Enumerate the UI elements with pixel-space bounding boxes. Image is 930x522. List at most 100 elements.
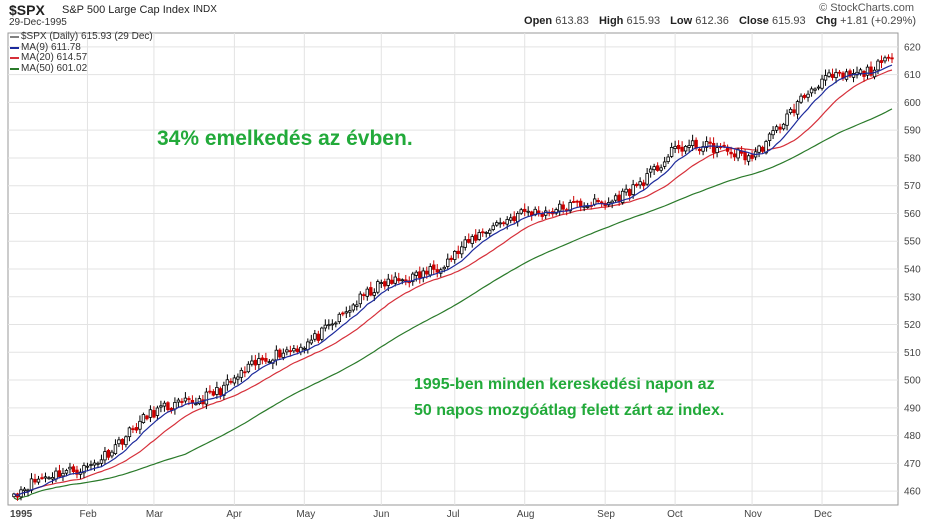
candle-body: [624, 188, 628, 193]
candle-body: [460, 246, 464, 255]
candle-body: [152, 410, 156, 418]
candle-body: [134, 427, 139, 431]
candle-body: [278, 349, 282, 358]
candle-body: [830, 73, 835, 78]
candle-body: [327, 324, 331, 327]
candle-body: [204, 391, 209, 405]
candle-body: [715, 147, 719, 154]
candle-body: [641, 182, 646, 187]
candle-body: [627, 189, 632, 196]
y-tick-label: 530: [904, 292, 921, 303]
candle-body: [103, 451, 107, 461]
candle-body: [571, 201, 576, 203]
candle-body: [127, 427, 132, 438]
candle-body: [117, 439, 121, 445]
candle-body: [767, 133, 772, 141]
ma50-series: [13, 108, 893, 501]
candle-body: [176, 399, 181, 403]
candle-body: [659, 167, 663, 171]
candle-body: [851, 73, 856, 78]
ma50-line: [13, 108, 893, 501]
candle-body: [834, 72, 838, 79]
candle-body: [292, 348, 296, 352]
candle-body: [180, 401, 184, 403]
candle-body: [215, 387, 219, 395]
candle-body: [50, 477, 55, 480]
candle-body: [183, 397, 188, 402]
candle-body: [26, 489, 30, 492]
candle-body: [148, 409, 153, 418]
candle-body: [285, 349, 289, 353]
candle-body: [708, 141, 712, 144]
candle-body: [806, 93, 810, 98]
candle-body: [208, 390, 212, 393]
candle-body: [372, 292, 376, 296]
candle-body: [736, 149, 740, 159]
candle-body: [592, 198, 597, 205]
ma20-line: [13, 69, 893, 497]
candle-body: [746, 155, 751, 162]
candle-body: [690, 140, 695, 146]
candle-body: [166, 402, 170, 411]
legend-label: $SPX (Daily) 615.93 (29 Dec): [21, 31, 153, 42]
candle-body: [886, 56, 891, 59]
candle-body: [54, 470, 58, 480]
close-value: 615.93: [771, 15, 806, 27]
candle-body: [323, 324, 328, 329]
y-tick-label: 470: [904, 459, 921, 470]
candle-body: [260, 357, 265, 361]
candle-body: [22, 488, 27, 492]
candle-body: [813, 88, 817, 91]
symbol: $SPX: [9, 2, 45, 18]
candle-body: [288, 350, 293, 353]
candle-body: [222, 384, 226, 396]
candle-body: [141, 414, 146, 423]
candle-body: [575, 200, 579, 203]
candle-body: [393, 276, 397, 284]
candle-body: [411, 273, 415, 283]
candle-body: [341, 312, 345, 315]
x-tick-label: Oct: [667, 509, 683, 520]
date-label: 29-Dec-1995: [9, 17, 67, 28]
x-tick-label: Mar: [146, 509, 164, 520]
candle-body: [760, 146, 765, 152]
y-tick-label: 500: [904, 376, 921, 387]
candle-body: [358, 293, 363, 305]
candle-body: [442, 266, 446, 270]
annotation-ma50-note: 1995-ben minden kereskedési napon az 50 …: [414, 372, 724, 424]
candle-body: [617, 194, 621, 203]
candle-body: [414, 271, 418, 276]
chg-label: Chg: [815, 15, 838, 27]
y-tick-label: 540: [904, 265, 921, 276]
candle-body: [376, 281, 380, 293]
legend-swatch: [10, 67, 19, 70]
exchange: INDX: [193, 4, 217, 15]
candle-body: [71, 466, 76, 473]
candle-body: [173, 402, 177, 410]
candle-body: [722, 144, 726, 147]
candle-body: [320, 327, 324, 340]
candle-body: [585, 206, 590, 208]
candle-body: [386, 278, 390, 286]
candle-body: [29, 478, 34, 491]
candle-body: [596, 200, 600, 203]
candle-body: [85, 465, 90, 468]
candle-body: [491, 225, 495, 231]
candle-body: [64, 470, 69, 474]
candle-body: [704, 141, 709, 148]
candle-body: [879, 60, 884, 63]
candle-body: [337, 313, 342, 323]
candle-body: [634, 183, 639, 187]
candle-body: [61, 472, 65, 477]
high-label: High: [598, 15, 624, 27]
candle-body: [820, 78, 824, 89]
candle-body: [400, 279, 404, 282]
candle-body: [225, 379, 230, 386]
y-tick-label: 580: [904, 153, 921, 164]
candle-body: [253, 359, 258, 366]
open-value: 613.83: [555, 15, 589, 27]
y-tick-label: 460: [904, 487, 921, 498]
ma9-series: [13, 64, 893, 497]
open-label: Open: [524, 15, 553, 27]
